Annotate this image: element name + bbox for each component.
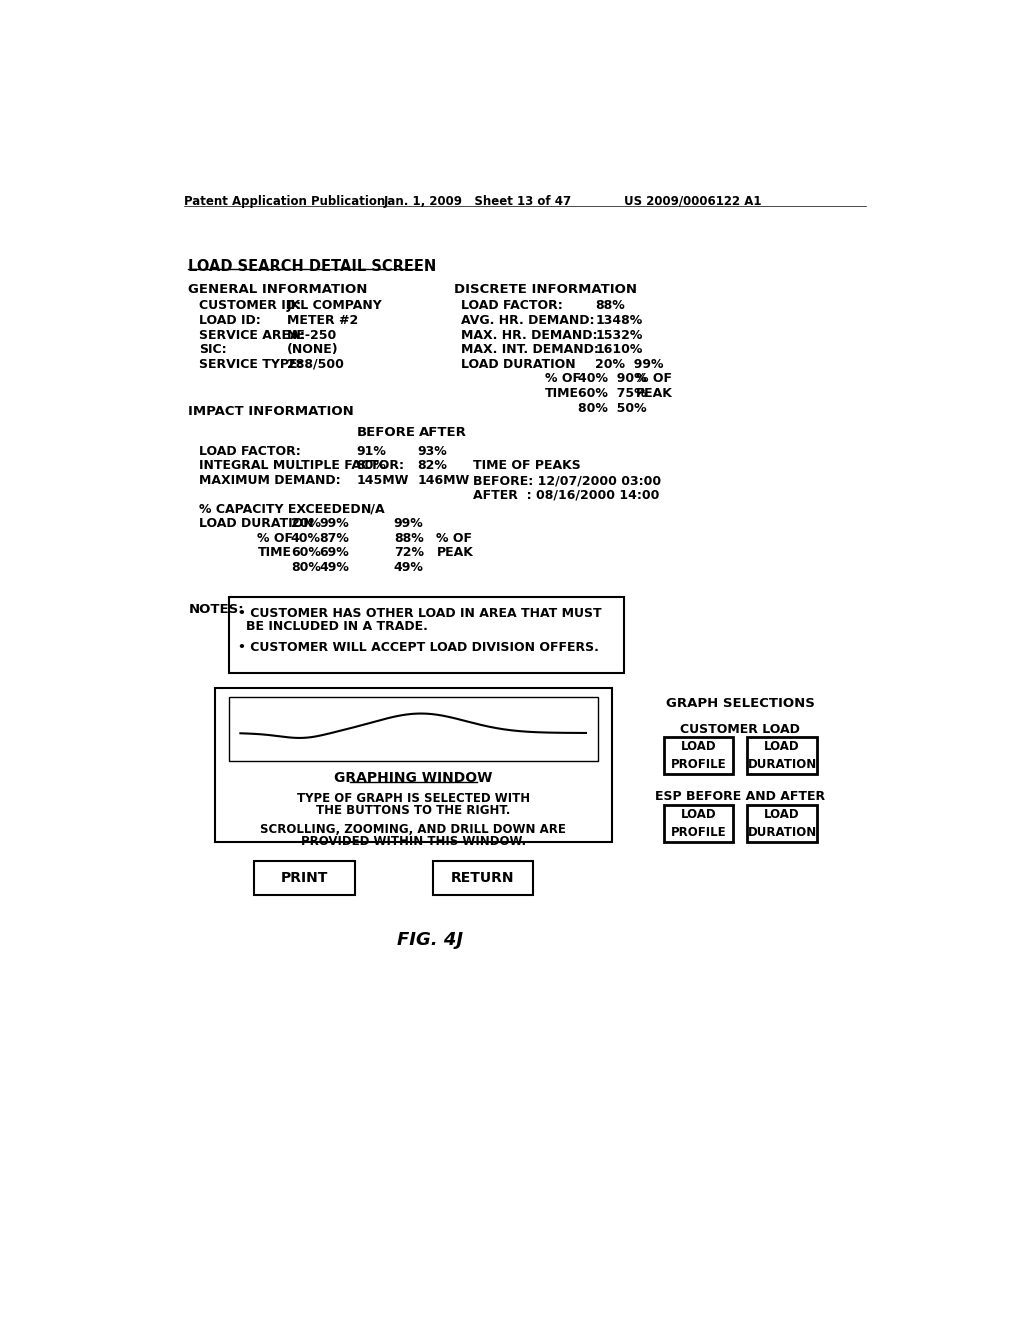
Text: PEAK: PEAK <box>436 546 473 560</box>
Text: 72%: 72% <box>394 546 424 560</box>
Text: TIME OF PEAKS: TIME OF PEAKS <box>473 459 581 473</box>
Text: SERVICE TYPE:: SERVICE TYPE: <box>200 358 303 371</box>
Text: 99%: 99% <box>394 517 424 531</box>
Text: 80%  50%: 80% 50% <box>578 401 646 414</box>
Text: THE BUTTONS TO THE RIGHT.: THE BUTTONS TO THE RIGHT. <box>316 804 510 817</box>
Text: 20%: 20% <box>291 517 321 531</box>
Text: 1348%: 1348% <box>595 314 643 327</box>
Text: NOTES:: NOTES: <box>188 603 244 616</box>
Text: LOAD
DURATION: LOAD DURATION <box>748 808 817 840</box>
Text: 20%  99%: 20% 99% <box>595 358 664 371</box>
Text: Patent Application Publication: Patent Application Publication <box>183 194 385 207</box>
Text: 87%: 87% <box>319 532 349 545</box>
Text: ESP BEFORE AND AFTER: ESP BEFORE AND AFTER <box>655 789 825 803</box>
Text: 288/500: 288/500 <box>287 358 344 371</box>
Text: 99%: 99% <box>319 517 349 531</box>
Text: • CUSTOMER HAS OTHER LOAD IN AREA THAT MUST: • CUSTOMER HAS OTHER LOAD IN AREA THAT M… <box>238 607 602 619</box>
Text: MAXIMUM DEMAND:: MAXIMUM DEMAND: <box>200 474 341 487</box>
Text: • CUSTOMER WILL ACCEPT LOAD DIVISION OFFERS.: • CUSTOMER WILL ACCEPT LOAD DIVISION OFF… <box>238 642 599 655</box>
Text: GENERAL INFORMATION: GENERAL INFORMATION <box>188 284 368 296</box>
Text: CUSTOMER LOAD: CUSTOMER LOAD <box>680 723 800 735</box>
Text: LOAD
DURATION: LOAD DURATION <box>748 741 817 771</box>
Text: 93%: 93% <box>417 445 446 458</box>
FancyBboxPatch shape <box>432 861 534 895</box>
Text: SIC:: SIC: <box>200 343 227 356</box>
Text: 82%: 82% <box>417 459 446 473</box>
Text: % OF: % OF <box>436 532 472 545</box>
Text: % OF: % OF <box>257 532 294 545</box>
Text: 80%: 80% <box>356 459 386 473</box>
Text: BEFORE: 12/07/2000 03:00: BEFORE: 12/07/2000 03:00 <box>473 474 662 487</box>
Text: BE INCLUDED IN A TRADE.: BE INCLUDED IN A TRADE. <box>246 619 428 632</box>
Text: LOAD
PROFILE: LOAD PROFILE <box>671 808 726 840</box>
Text: DISCRETE INFORMATION: DISCRETE INFORMATION <box>454 284 637 296</box>
Text: LOAD ID:: LOAD ID: <box>200 314 261 327</box>
Text: 49%: 49% <box>394 561 424 574</box>
Text: 40%: 40% <box>291 532 321 545</box>
Text: 49%: 49% <box>319 561 349 574</box>
Text: FIG. 4J: FIG. 4J <box>397 931 463 949</box>
Text: GRAPH SELECTIONS: GRAPH SELECTIONS <box>666 697 815 710</box>
Text: TYPE OF GRAPH IS SELECTED WITH: TYPE OF GRAPH IS SELECTED WITH <box>297 792 529 805</box>
Text: METER #2: METER #2 <box>287 314 358 327</box>
Text: JKL COMPANY: JKL COMPANY <box>287 300 383 313</box>
Text: 91%: 91% <box>356 445 386 458</box>
Text: 60%  75%: 60% 75% <box>578 387 646 400</box>
Text: % OF: % OF <box>636 372 672 385</box>
Text: Jan. 1, 2009   Sheet 13 of 47: Jan. 1, 2009 Sheet 13 of 47 <box>384 194 571 207</box>
FancyBboxPatch shape <box>228 598 624 673</box>
Text: TIME: TIME <box>545 387 579 400</box>
Text: AFTER: AFTER <box>419 426 467 440</box>
Text: LOAD DURATION: LOAD DURATION <box>461 358 575 371</box>
Text: MAX. INT. DEMAND:: MAX. INT. DEMAND: <box>461 343 599 356</box>
Text: PRINT: PRINT <box>281 871 329 884</box>
Text: LOAD FACTOR:: LOAD FACTOR: <box>200 445 301 458</box>
Text: NE-250: NE-250 <box>287 329 337 342</box>
Text: CUSTOMER ID:: CUSTOMER ID: <box>200 300 301 313</box>
Text: AFTER  : 08/16/2000 14:00: AFTER : 08/16/2000 14:00 <box>473 488 659 502</box>
FancyBboxPatch shape <box>254 861 355 895</box>
Text: 145MW: 145MW <box>356 474 409 487</box>
Text: INTEGRAL MULTIPLE FACTOR:: INTEGRAL MULTIPLE FACTOR: <box>200 459 404 473</box>
Text: PROVIDED WITHIN THIS WINDOW.: PROVIDED WITHIN THIS WINDOW. <box>301 836 525 849</box>
Text: LOAD
PROFILE: LOAD PROFILE <box>671 741 726 771</box>
Text: % OF: % OF <box>545 372 581 385</box>
Text: N/A: N/A <box>360 503 385 516</box>
Text: TIME: TIME <box>257 546 292 560</box>
Text: 88%: 88% <box>595 300 625 313</box>
Text: US 2009/0006122 A1: US 2009/0006122 A1 <box>624 194 762 207</box>
FancyBboxPatch shape <box>748 805 817 842</box>
FancyBboxPatch shape <box>215 688 611 842</box>
Text: AVG. HR. DEMAND:: AVG. HR. DEMAND: <box>461 314 595 327</box>
FancyBboxPatch shape <box>228 697 598 762</box>
Text: 80%: 80% <box>291 561 321 574</box>
Text: 88%: 88% <box>394 532 424 545</box>
FancyBboxPatch shape <box>664 805 733 842</box>
Text: 60%: 60% <box>291 546 321 560</box>
Text: SERVICE AREA:: SERVICE AREA: <box>200 329 305 342</box>
Text: MAX. HR. DEMAND:: MAX. HR. DEMAND: <box>461 329 598 342</box>
Text: 40%  90%: 40% 90% <box>578 372 646 385</box>
FancyBboxPatch shape <box>748 738 817 775</box>
Text: PEAK: PEAK <box>636 387 673 400</box>
Text: GRAPHING WINDOW: GRAPHING WINDOW <box>334 771 493 785</box>
Text: % CAPACITY EXCEEDED:: % CAPACITY EXCEEDED: <box>200 503 366 516</box>
Text: LOAD SEARCH DETAIL SCREEN: LOAD SEARCH DETAIL SCREEN <box>188 259 436 273</box>
Text: IMPACT INFORMATION: IMPACT INFORMATION <box>188 405 354 418</box>
Text: 146MW: 146MW <box>417 474 469 487</box>
Text: LOAD FACTOR:: LOAD FACTOR: <box>461 300 563 313</box>
Text: RETURN: RETURN <box>452 871 515 884</box>
Text: (NONE): (NONE) <box>287 343 339 356</box>
Text: BEFORE: BEFORE <box>356 426 416 440</box>
Text: LOAD DURATION: LOAD DURATION <box>200 517 314 531</box>
Text: 1532%: 1532% <box>595 329 643 342</box>
Text: SCROLLING, ZOOMING, AND DRILL DOWN ARE: SCROLLING, ZOOMING, AND DRILL DOWN ARE <box>260 822 566 836</box>
Text: 1610%: 1610% <box>595 343 643 356</box>
FancyBboxPatch shape <box>664 738 733 775</box>
Text: 69%: 69% <box>319 546 349 560</box>
